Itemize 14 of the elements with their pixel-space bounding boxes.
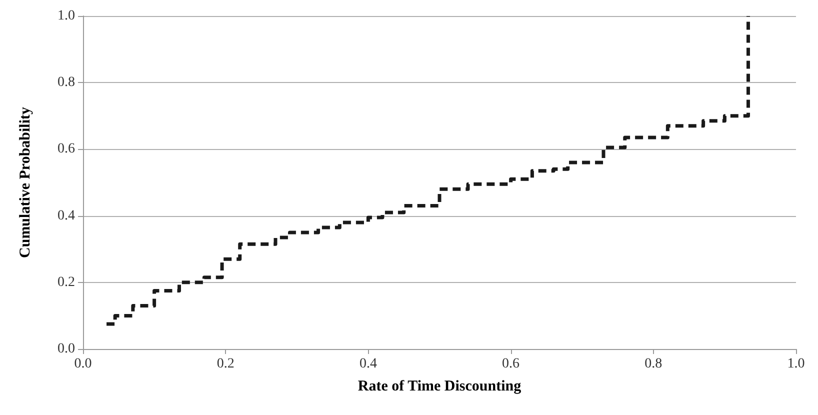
x-tick-label: 0.6: [502, 356, 520, 372]
y-tick-label: 0.2: [58, 274, 75, 290]
x-tick-label: 0.4: [359, 356, 377, 372]
y-tick-label: 0.4: [58, 208, 75, 224]
y-tick-label: 0.8: [58, 75, 75, 90]
y-tick-label: 1.0: [58, 8, 75, 24]
x-tick-label: 0.0: [74, 356, 92, 372]
x-tick-label: 0.8: [644, 356, 662, 372]
y-tick-label: 0.0: [58, 342, 75, 356]
y-axis-title: Cumulative Probability: [18, 106, 34, 258]
x-tick-label: 1.0: [787, 356, 805, 372]
y-tick-label: 0.6: [58, 142, 75, 157]
x-tick-label: 0.2: [216, 356, 234, 372]
x-axis-title: Rate of Time Discounting: [358, 378, 522, 394]
